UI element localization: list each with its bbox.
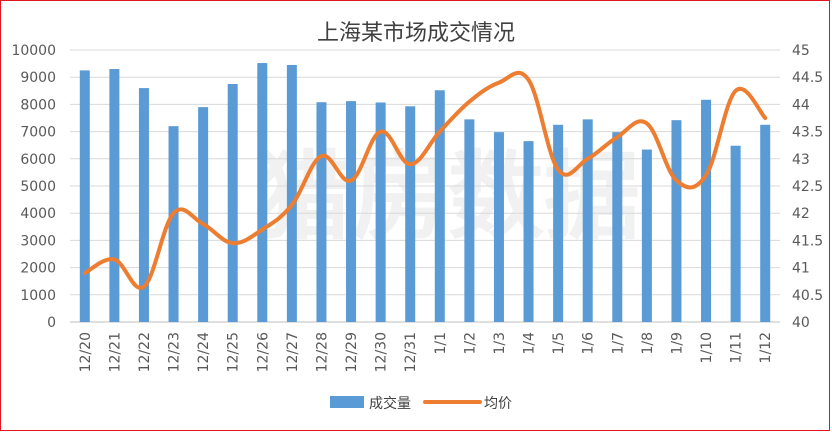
x-axis-tick-label: 12/23 — [167, 332, 183, 372]
volume-bar — [701, 99, 712, 322]
right-axis-tick-label: 42 — [792, 206, 810, 222]
x-axis-tick-label: 1/4 — [522, 332, 538, 355]
volume-bar — [553, 124, 564, 322]
right-axis-tick-label: 44 — [792, 97, 810, 113]
volume-bar — [346, 101, 357, 322]
right-axis-tick-label: 45 — [792, 43, 810, 59]
left-axis-ticks: 0 1000 2000 3000 4000 5000 6000 7000 8000 9000 100… — [11, 43, 56, 331]
chart-title: 上海某市场成交情况 — [317, 21, 515, 46]
price-line-path — [82, 70, 768, 290]
x-axis-tick-label: 1/3 — [492, 332, 508, 355]
x-axis-tick-label: 1/1 — [433, 332, 449, 355]
x-axis-tick-label: 12/24 — [196, 332, 212, 372]
x-axis-ticks: 12/20 12/21 12/22 12/23 12/24 12/25 12/26 12/27… — [78, 332, 774, 372]
volume-bar — [286, 64, 297, 323]
left-axis-tick-label: 1000 — [20, 288, 56, 304]
gridlines — [70, 49, 780, 323]
volume-bar — [523, 141, 534, 322]
volume-bar — [434, 90, 445, 322]
volume-bar — [257, 63, 268, 322]
volume-bar — [79, 70, 90, 323]
left-axis-tick-label: 8000 — [20, 97, 56, 113]
left-axis-tick-label: 10000 — [11, 43, 56, 59]
x-axis-tick-label: 12/28 — [314, 332, 330, 372]
right-axis-tick-label: 44.5 — [792, 70, 823, 86]
volume-bar — [109, 69, 120, 322]
volume-bars — [79, 63, 771, 323]
volume-bar — [168, 126, 179, 322]
volume-bar — [760, 124, 771, 322]
x-axis-tick-label: 12/27 — [285, 332, 301, 372]
x-axis-tick-label: 12/21 — [107, 332, 123, 372]
x-axis-tick-label: 12/25 — [226, 332, 242, 372]
legend-price-label: 均价 — [484, 396, 512, 412]
right-axis-tick-label: 41 — [792, 261, 810, 277]
volume-bar — [464, 119, 475, 322]
watermark-text: 猎房数据 — [256, 141, 640, 253]
left-axis-tick-label: 3000 — [20, 233, 56, 249]
volume-bar — [671, 120, 682, 323]
volume-bar — [641, 149, 652, 322]
left-axis-tick-label: 0 — [47, 315, 56, 331]
right-axis-ticks: 40 40.5 41 41.5 42 42.5 43 43.5 44 44.5 45 — [792, 43, 823, 331]
left-axis-tick-label: 7000 — [20, 125, 56, 141]
legend-volume-swatch — [330, 396, 364, 408]
x-axis-tick-label: 1/12 — [758, 332, 774, 363]
legend: 成交量 均价 — [330, 395, 512, 412]
legend-volume-label: 成交量 — [369, 395, 411, 412]
right-axis-tick-label: 41.5 — [792, 233, 823, 249]
volume-bar — [375, 102, 386, 322]
x-axis-tick-label: 12/22 — [137, 332, 153, 372]
x-axis-tick-label: 12/20 — [78, 332, 94, 372]
volume-bar — [582, 119, 593, 322]
right-axis-tick-label: 40 — [792, 315, 810, 331]
x-axis-tick-label: 1/7 — [610, 332, 626, 355]
volume-bar — [227, 84, 238, 322]
x-axis-tick-label: 12/31 — [403, 332, 419, 372]
right-axis-tick-label: 43.5 — [792, 125, 823, 141]
volume-bar — [316, 102, 327, 322]
x-axis-tick-label: 1/11 — [729, 332, 745, 363]
x-axis-tick-label: 1/8 — [640, 332, 656, 355]
x-axis-tick-label: 1/9 — [669, 332, 685, 355]
x-axis-tick-label: 1/5 — [551, 332, 567, 355]
volume-bar — [405, 106, 416, 322]
left-axis-tick-label: 4000 — [20, 206, 56, 222]
x-axis-tick-label: 1/2 — [462, 332, 478, 355]
volume-bar — [730, 145, 741, 322]
volume-bar — [612, 132, 623, 322]
right-axis-tick-label: 40.5 — [792, 288, 823, 304]
left-axis-tick-label: 9000 — [20, 70, 56, 86]
price-line — [82, 70, 768, 290]
x-axis-tick-label: 1/6 — [581, 332, 597, 355]
right-axis-tick-label: 42.5 — [792, 179, 823, 195]
x-axis-tick-label: 12/30 — [374, 332, 390, 372]
left-axis-tick-label: 5000 — [20, 179, 56, 195]
volume-bar — [198, 107, 209, 323]
x-axis-tick-label: 1/10 — [699, 332, 715, 363]
left-axis-tick-label: 6000 — [20, 152, 56, 168]
volume-bar — [493, 132, 504, 322]
x-axis-tick-label: 12/26 — [255, 332, 271, 372]
left-axis-tick-label: 2000 — [20, 261, 56, 277]
x-axis-tick-label: 12/29 — [344, 332, 360, 372]
volume-bar — [138, 88, 149, 322]
right-axis-tick-label: 43 — [792, 152, 810, 168]
